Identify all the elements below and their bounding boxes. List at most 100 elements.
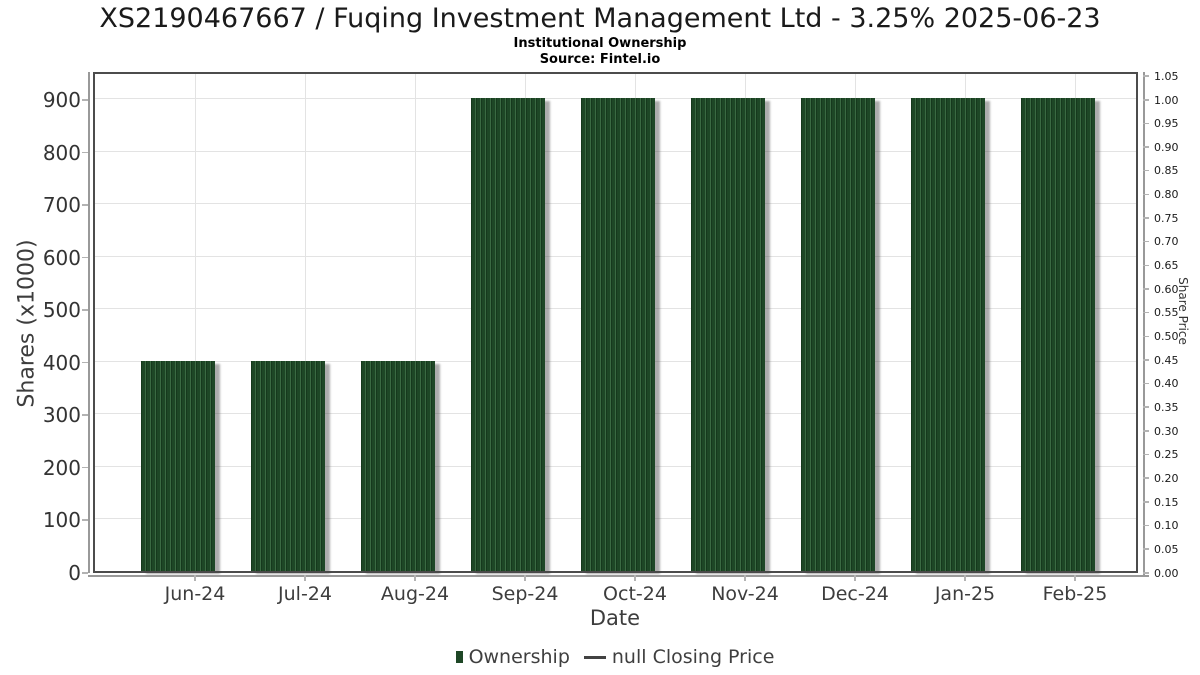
y-tick-left xyxy=(82,414,88,416)
y-tick-label-right: 0.05 xyxy=(1154,542,1179,556)
legend-item-ownership[interactable]: Ownership xyxy=(455,646,570,668)
y-tick-label-left: 100 xyxy=(42,508,81,533)
y-tick-right xyxy=(1143,311,1149,314)
y-tick-label-right: 0.50 xyxy=(1154,330,1179,343)
bar-jan-25[interactable] xyxy=(911,98,985,571)
y-tick-left xyxy=(82,256,88,259)
y-tick-right xyxy=(1143,406,1149,408)
x-axis-spine xyxy=(88,575,1149,577)
y-tick-label-right: 0.90 xyxy=(1154,140,1179,154)
v-gridline xyxy=(415,74,416,571)
x-tick-label: Jun-24 xyxy=(164,583,226,605)
y-tick-right xyxy=(1143,264,1149,267)
y-tick-label-left: 600 xyxy=(42,245,81,270)
y-tick-label-right: 0.70 xyxy=(1154,235,1179,249)
x-tick-label: Sep-24 xyxy=(491,583,559,605)
x-tick xyxy=(634,575,636,581)
x-tick xyxy=(1074,575,1076,581)
x-tick xyxy=(744,575,746,581)
y-axis-right-spine xyxy=(1143,72,1145,575)
y-axis-left-title: Shares (x1000) xyxy=(14,239,40,408)
bar-swatch-icon xyxy=(455,651,463,663)
y-tick-left xyxy=(82,519,88,521)
y-tick-label-left: 400 xyxy=(42,350,81,375)
y-tick-label-right: 0.00 xyxy=(1154,566,1179,580)
y-tick-label-right: 0.80 xyxy=(1154,188,1179,202)
y-tick-label-right: 0.20 xyxy=(1154,471,1179,485)
x-tick-label: Dec-24 xyxy=(821,583,889,605)
y-tick-right xyxy=(1143,122,1149,125)
y-tick-label-left: 0 xyxy=(68,561,81,585)
y-tick-label-left: 700 xyxy=(42,193,81,218)
y-axis-left-spine xyxy=(88,72,90,573)
x-tick xyxy=(414,575,416,581)
y-tick-label-right: 0.10 xyxy=(1154,519,1179,533)
y-tick-right xyxy=(1143,453,1149,456)
y-tick-right xyxy=(1143,548,1149,550)
y-tick-label-right: 0.65 xyxy=(1154,259,1179,273)
y-tick-right xyxy=(1143,524,1149,527)
x-axis-title: Date xyxy=(589,606,641,630)
v-gridline xyxy=(305,74,306,571)
plot-area xyxy=(93,72,1138,573)
y-tick-label-left: 800 xyxy=(42,140,81,165)
x-tick xyxy=(854,575,856,581)
y-tick-right xyxy=(1143,146,1149,148)
y-tick-label-right: 0.35 xyxy=(1154,400,1179,414)
legend: Ownership null Closing Price xyxy=(0,646,1200,668)
x-tick xyxy=(304,575,306,581)
y-tick-left xyxy=(82,361,88,364)
y-tick-right xyxy=(1143,240,1149,243)
y-tick-right xyxy=(1143,288,1149,290)
v-gridline xyxy=(195,74,196,571)
bar-oct-24[interactable] xyxy=(581,98,655,571)
y-tick-label-right: 0.25 xyxy=(1154,448,1179,462)
y-tick-label-right: 0.75 xyxy=(1154,211,1179,225)
y-tick-label-right: 1.05 xyxy=(1154,69,1179,83)
bar-feb-25[interactable] xyxy=(1021,98,1095,571)
y-tick-label-left: 300 xyxy=(42,403,81,428)
legend-item-closing-price[interactable]: null Closing Price xyxy=(576,646,775,668)
bar-jun-24[interactable] xyxy=(141,360,215,571)
x-tick-label: Jan-25 xyxy=(934,583,996,605)
y-tick-left xyxy=(82,466,88,469)
y-tick-right xyxy=(1143,477,1149,479)
bar-sep-24[interactable] xyxy=(471,98,545,571)
y-tick-left xyxy=(82,309,88,311)
y-tick-right xyxy=(1143,217,1149,219)
legend-label-ownership: Ownership xyxy=(468,646,570,668)
x-tick xyxy=(194,575,196,581)
y-tick-right xyxy=(1143,335,1149,337)
y-tick-right xyxy=(1143,75,1149,77)
x-tick-label: Feb-25 xyxy=(1042,583,1108,605)
chart-source: Source: Fintel.io xyxy=(539,52,661,67)
y-tick-left xyxy=(82,572,88,574)
x-tick-label: Nov-24 xyxy=(711,583,779,605)
y-tick-left xyxy=(82,204,88,206)
y-tick-right xyxy=(1143,359,1149,361)
x-tick-label: Jul-24 xyxy=(278,583,332,605)
y-tick-right xyxy=(1143,193,1149,196)
x-tick-label: Oct-24 xyxy=(603,583,667,605)
y-tick-label-right: 0.40 xyxy=(1154,377,1179,391)
bar-aug-24[interactable] xyxy=(361,360,435,571)
y-tick-right xyxy=(1143,572,1149,574)
bar-dec-24[interactable] xyxy=(801,98,875,571)
y-tick-label-left: 500 xyxy=(42,298,81,323)
bar-nov-24[interactable] xyxy=(691,98,765,571)
y-tick-label-right: 0.30 xyxy=(1154,424,1179,438)
y-tick-label-right: 0.85 xyxy=(1154,164,1179,178)
chart-title: XS2190467667 / Fuqing Investment Managem… xyxy=(99,3,1101,34)
x-tick-label: Aug-24 xyxy=(380,583,450,605)
bar-jul-24[interactable] xyxy=(251,360,325,571)
y-tick-right xyxy=(1143,382,1149,385)
y-tick-right xyxy=(1143,169,1149,172)
line-swatch-icon xyxy=(583,655,606,659)
y-axis-right-title: Share Price xyxy=(1176,277,1190,345)
y-tick-label-left: 900 xyxy=(42,88,81,112)
y-tick-right xyxy=(1143,99,1149,101)
y-tick-left xyxy=(82,151,88,154)
legend-label-closing-price: null Closing Price xyxy=(611,646,775,668)
y-tick-label-right: 0.60 xyxy=(1154,282,1179,296)
